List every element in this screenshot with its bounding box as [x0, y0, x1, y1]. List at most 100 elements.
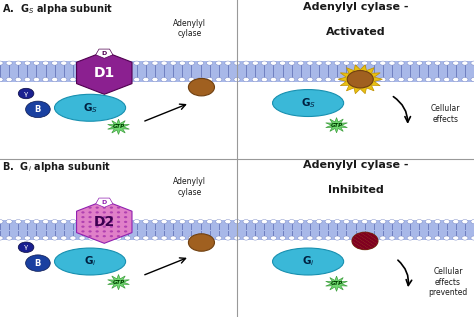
Circle shape — [207, 78, 213, 82]
Circle shape — [252, 61, 258, 65]
Polygon shape — [96, 49, 113, 58]
Circle shape — [124, 226, 127, 228]
Circle shape — [435, 78, 441, 82]
Circle shape — [207, 61, 213, 65]
Circle shape — [298, 236, 304, 240]
Circle shape — [61, 236, 67, 240]
Circle shape — [52, 61, 58, 65]
Circle shape — [334, 219, 340, 224]
Circle shape — [152, 61, 158, 65]
Circle shape — [88, 235, 92, 237]
Circle shape — [225, 61, 231, 65]
Circle shape — [79, 236, 85, 240]
Circle shape — [70, 219, 76, 224]
Circle shape — [170, 219, 176, 224]
Circle shape — [435, 219, 441, 224]
Circle shape — [0, 78, 3, 82]
Circle shape — [347, 71, 374, 88]
Circle shape — [117, 226, 120, 228]
Circle shape — [188, 219, 194, 224]
Circle shape — [109, 235, 113, 237]
Circle shape — [425, 78, 431, 82]
Circle shape — [125, 78, 131, 82]
Bar — [0, 61, 237, 82]
Circle shape — [106, 219, 112, 224]
Circle shape — [316, 219, 322, 224]
Circle shape — [289, 78, 295, 82]
Circle shape — [416, 236, 422, 240]
Text: GTP: GTP — [112, 124, 125, 129]
Circle shape — [117, 235, 120, 237]
Circle shape — [61, 78, 67, 82]
Text: γ: γ — [24, 244, 28, 250]
Circle shape — [471, 61, 474, 65]
Circle shape — [88, 221, 92, 223]
Circle shape — [398, 219, 404, 224]
Circle shape — [380, 236, 386, 240]
Circle shape — [102, 226, 106, 228]
Circle shape — [453, 78, 459, 82]
Circle shape — [261, 78, 267, 82]
Circle shape — [362, 61, 368, 65]
Polygon shape — [108, 275, 129, 290]
Circle shape — [102, 211, 106, 214]
Circle shape — [234, 78, 240, 82]
Circle shape — [435, 236, 441, 240]
Circle shape — [453, 219, 459, 224]
Circle shape — [234, 61, 240, 65]
Circle shape — [26, 255, 50, 271]
Bar — [0, 220, 237, 240]
Circle shape — [81, 216, 84, 218]
Circle shape — [15, 236, 21, 240]
Circle shape — [115, 219, 121, 224]
Text: D: D — [101, 200, 107, 205]
Circle shape — [280, 61, 286, 65]
Circle shape — [6, 236, 12, 240]
Circle shape — [188, 78, 214, 96]
Circle shape — [161, 78, 167, 82]
Circle shape — [179, 78, 185, 82]
Circle shape — [407, 236, 413, 240]
Circle shape — [471, 236, 474, 240]
Circle shape — [109, 211, 113, 214]
Ellipse shape — [273, 90, 344, 117]
Circle shape — [124, 216, 127, 218]
Circle shape — [109, 221, 113, 223]
Text: Adenylyl cylase -: Adenylyl cylase - — [303, 160, 408, 170]
Circle shape — [81, 230, 84, 233]
Circle shape — [444, 219, 450, 224]
Circle shape — [444, 61, 450, 65]
Circle shape — [109, 226, 113, 228]
Text: B: B — [35, 105, 41, 114]
Circle shape — [243, 78, 249, 82]
Circle shape — [161, 219, 167, 224]
Circle shape — [298, 61, 304, 65]
Circle shape — [0, 61, 3, 65]
Circle shape — [179, 219, 185, 224]
Text: A.  G$_S$ alpha subunit: A. G$_S$ alpha subunit — [2, 2, 114, 16]
Circle shape — [102, 230, 106, 233]
Circle shape — [352, 61, 358, 65]
Circle shape — [343, 236, 349, 240]
Circle shape — [15, 61, 21, 65]
Circle shape — [261, 219, 267, 224]
Circle shape — [389, 236, 395, 240]
Circle shape — [352, 219, 358, 224]
Circle shape — [462, 219, 468, 224]
Circle shape — [152, 236, 158, 240]
Circle shape — [88, 230, 92, 233]
Circle shape — [79, 219, 85, 224]
Circle shape — [280, 236, 286, 240]
Circle shape — [79, 78, 85, 82]
Circle shape — [316, 236, 322, 240]
Circle shape — [425, 219, 431, 224]
Circle shape — [43, 78, 49, 82]
Text: G$_S$: G$_S$ — [82, 101, 98, 115]
Circle shape — [143, 61, 149, 65]
Circle shape — [252, 236, 258, 240]
Circle shape — [270, 61, 276, 65]
Circle shape — [26, 101, 50, 118]
Circle shape — [380, 219, 386, 224]
Circle shape — [61, 219, 67, 224]
Text: Cellular
effects
prevented: Cellular effects prevented — [428, 267, 467, 297]
